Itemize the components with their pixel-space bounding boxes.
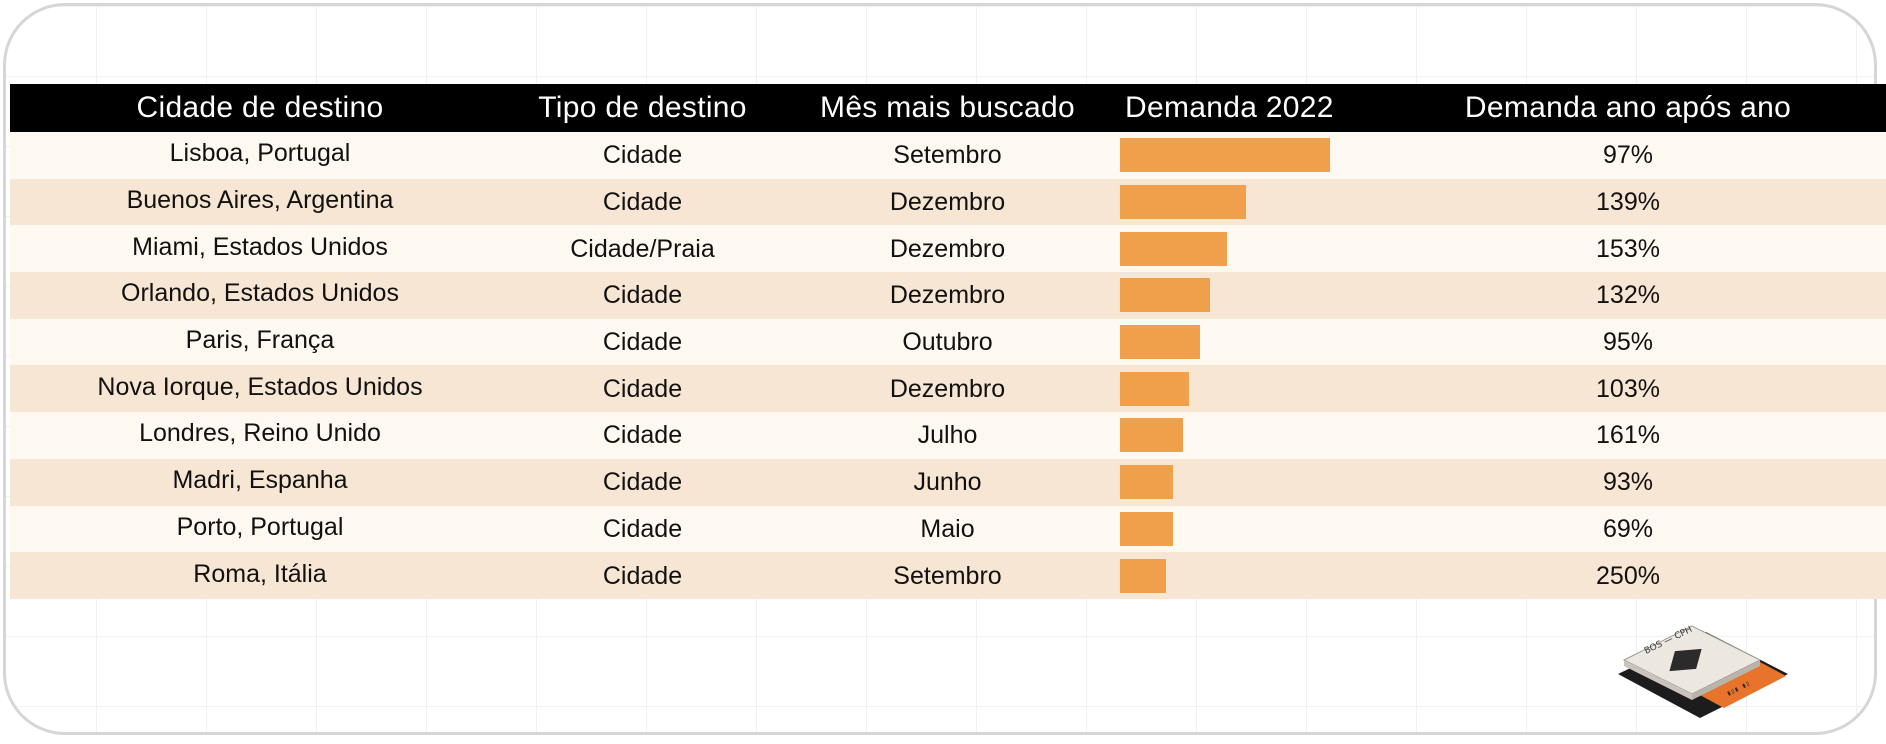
top-month: Setembro <box>893 141 1002 170</box>
demand-bar <box>1120 325 1200 360</box>
destination-type: Cidade <box>602 421 683 450</box>
destination-city: Nova Iorque, Estados Unidos <box>97 372 423 401</box>
destination-city: Madri, Espanha <box>172 466 348 495</box>
demand-yoy: 103% <box>1596 374 1660 403</box>
destination-city: Paris, França <box>185 326 335 355</box>
table-row: Roma, Itália Cidade Setembro 250% <box>10 552 1886 599</box>
demand-yoy: 161% <box>1596 421 1660 450</box>
ticket-stub: ▮▯▮ ▮▯ <box>1698 662 1786 708</box>
demand-bar <box>1120 185 1246 220</box>
demand-yoy: 250% <box>1596 561 1660 590</box>
destination-type: Cidade <box>602 141 683 170</box>
demand-yoy: 93% <box>1602 468 1654 497</box>
top-month: Outubro <box>902 328 993 357</box>
table-row: Porto, Portugal Cidade Maio 69% <box>10 505 1886 553</box>
header-destination-city: Cidade de destino <box>136 91 384 124</box>
demand-2022-cell <box>1120 179 1370 225</box>
table-header: Cidade de destino Tipo de destino Mês ma… <box>10 84 1886 132</box>
top-month: Dezembro <box>889 234 1006 263</box>
demand-bar <box>1120 278 1210 313</box>
demand-bar <box>1120 558 1166 593</box>
demand-bar <box>1120 138 1330 173</box>
top-month: Maio <box>920 514 975 543</box>
demand-bar <box>1120 465 1173 500</box>
destination-type: Cidade <box>602 561 683 590</box>
demand-yoy: 69% <box>1602 514 1654 543</box>
top-month: Julho <box>917 421 978 450</box>
boarding-pass-icon: ▮▯▮ ▮▯ BOS — CPH <box>1618 625 1788 718</box>
demand-yoy: 153% <box>1596 234 1660 263</box>
demand-bar <box>1120 371 1189 406</box>
demand-yoy: 139% <box>1596 188 1660 217</box>
demand-2022-cell <box>1120 366 1370 412</box>
demand-bar <box>1120 511 1173 546</box>
table-row: Londres, Reino Unido Cidade Julho 161% <box>10 412 1886 459</box>
demand-yoy: 95% <box>1602 328 1654 357</box>
table-body: Lisboa, Portugal Cidade Setembro 97% Buenos … <box>10 132 1886 599</box>
demand-2022-cell <box>1120 132 1370 178</box>
destination-type: Cidade <box>602 188 683 217</box>
destination-type: Cidade <box>602 374 683 403</box>
demand-bar <box>1120 418 1183 453</box>
demand-2022-cell <box>1120 459 1370 505</box>
destination-type: Cidade <box>602 468 683 497</box>
destination-city: Londres, Reino Unido <box>139 419 381 448</box>
top-month: Setembro <box>893 561 1002 590</box>
header-top-month: Mês mais buscado <box>820 91 1075 124</box>
demand-2022-cell <box>1120 272 1370 318</box>
demand-2022-cell <box>1120 319 1370 365</box>
table-row: Orlando, Estados Unidos Cidade Dezembro 132… <box>10 272 1886 319</box>
table-row: Paris, França Cidade Outubro 95% <box>10 318 1886 366</box>
destination-city: Miami, Estados Unidos <box>132 232 388 261</box>
table-row: Nova Iorque, Estados Unidos Cidade Dezembr… <box>10 365 1886 413</box>
demand-2022-cell <box>1120 412 1370 458</box>
qr-code-icon <box>1669 648 1702 672</box>
demand-2022-cell <box>1120 553 1370 599</box>
destination-city: Buenos Aires, Argentina <box>126 186 394 215</box>
destinations-table: Cidade de destino Tipo de destino Mês ma… <box>10 84 1886 599</box>
table-row: Miami, Estados Unidos Cidade/Praia Dezembr… <box>10 225 1886 273</box>
destination-city: Lisboa, Portugal <box>169 139 351 168</box>
top-month: Junho <box>913 468 982 497</box>
table-row: Lisboa, Portugal Cidade Setembro 97% <box>10 132 1886 179</box>
demand-bar <box>1120 231 1227 266</box>
header-destination-type: Tipo de destino <box>538 91 747 124</box>
destination-city: Porto, Portugal <box>176 512 344 541</box>
destination-type: Cidade <box>602 514 683 543</box>
demand-yoy: 97% <box>1602 141 1654 170</box>
demand-yoy: 132% <box>1596 281 1660 310</box>
top-month: Dezembro <box>889 188 1006 217</box>
demand-2022-cell <box>1120 506 1370 552</box>
destination-city: Roma, Itália <box>193 559 327 588</box>
destination-type: Cidade <box>602 281 683 310</box>
top-month: Dezembro <box>889 281 1006 310</box>
destination-type: Cidade <box>602 328 683 357</box>
destination-city: Orlando, Estados Unidos <box>121 279 399 308</box>
demand-2022-cell <box>1120 226 1370 272</box>
destination-type: Cidade/Praia <box>570 234 715 263</box>
top-month: Dezembro <box>889 374 1006 403</box>
header-demand-yoy: Demanda ano após ano <box>1464 91 1792 124</box>
table-row: Madri, Espanha Cidade Junho 93% <box>10 458 1886 506</box>
table-row: Buenos Aires, Argentina Cidade Dezembro 139… <box>10 178 1886 226</box>
header-demand-2022: Demanda 2022 <box>1125 91 1334 124</box>
